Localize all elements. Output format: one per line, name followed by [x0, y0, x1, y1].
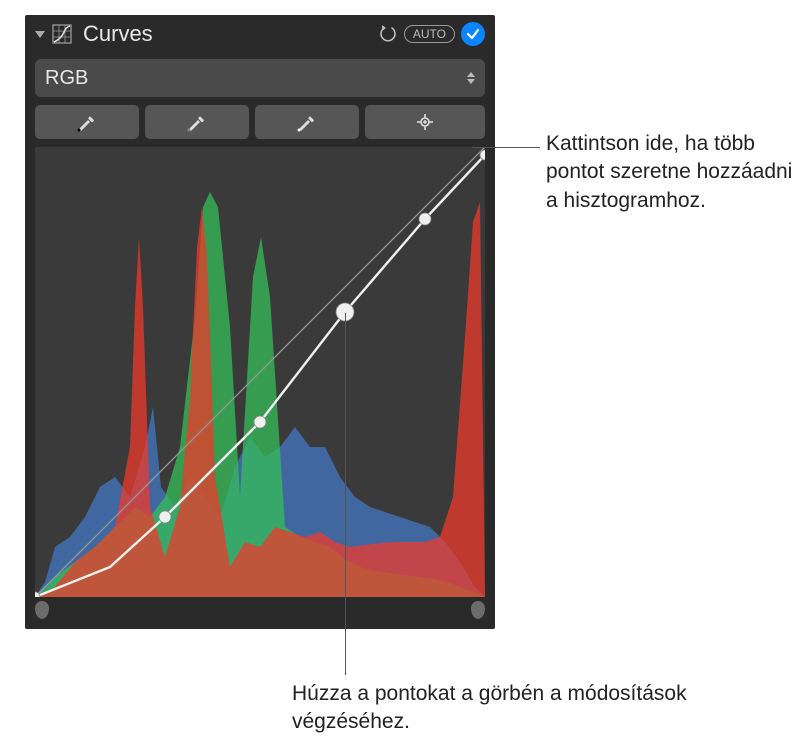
- curve-point[interactable]: [159, 511, 171, 523]
- channel-select-value: RGB: [45, 67, 467, 90]
- eyedropper-white-button[interactable]: [255, 105, 359, 139]
- annotation-add-points: Kattintson ide, ha több pontot szeretne …: [546, 130, 796, 215]
- panel-header: Curves AUTO: [25, 15, 495, 53]
- histogram-area[interactable]: [35, 147, 485, 597]
- channel-select[interactable]: RGB: [35, 59, 485, 97]
- histogram-svg: [35, 147, 485, 597]
- leader-line: [472, 147, 540, 148]
- panel-title: Curves: [83, 21, 372, 47]
- eyedropper-black-button[interactable]: [35, 105, 139, 139]
- curve-point[interactable]: [419, 213, 431, 225]
- disclosure-triangle[interactable]: [35, 31, 45, 38]
- white-point-slider[interactable]: [471, 601, 485, 619]
- range-sliders: [35, 601, 485, 619]
- curve-point[interactable]: [254, 416, 266, 428]
- leader-line: [345, 313, 346, 675]
- curves-panel: Curves AUTO RGB: [25, 15, 495, 629]
- eyedropper-gray-button[interactable]: [145, 105, 249, 139]
- select-arrows-icon: [467, 72, 475, 84]
- eyedropper-row: [25, 105, 495, 147]
- curves-icon: [51, 23, 73, 45]
- annotation-drag-points: Húzza a pontokat a görbén a módosítások …: [292, 680, 752, 737]
- add-point-button[interactable]: [365, 105, 485, 139]
- enable-toggle[interactable]: [461, 22, 485, 46]
- black-point-slider[interactable]: [35, 601, 49, 619]
- auto-button[interactable]: AUTO: [404, 25, 455, 43]
- reset-icon[interactable]: [378, 24, 398, 44]
